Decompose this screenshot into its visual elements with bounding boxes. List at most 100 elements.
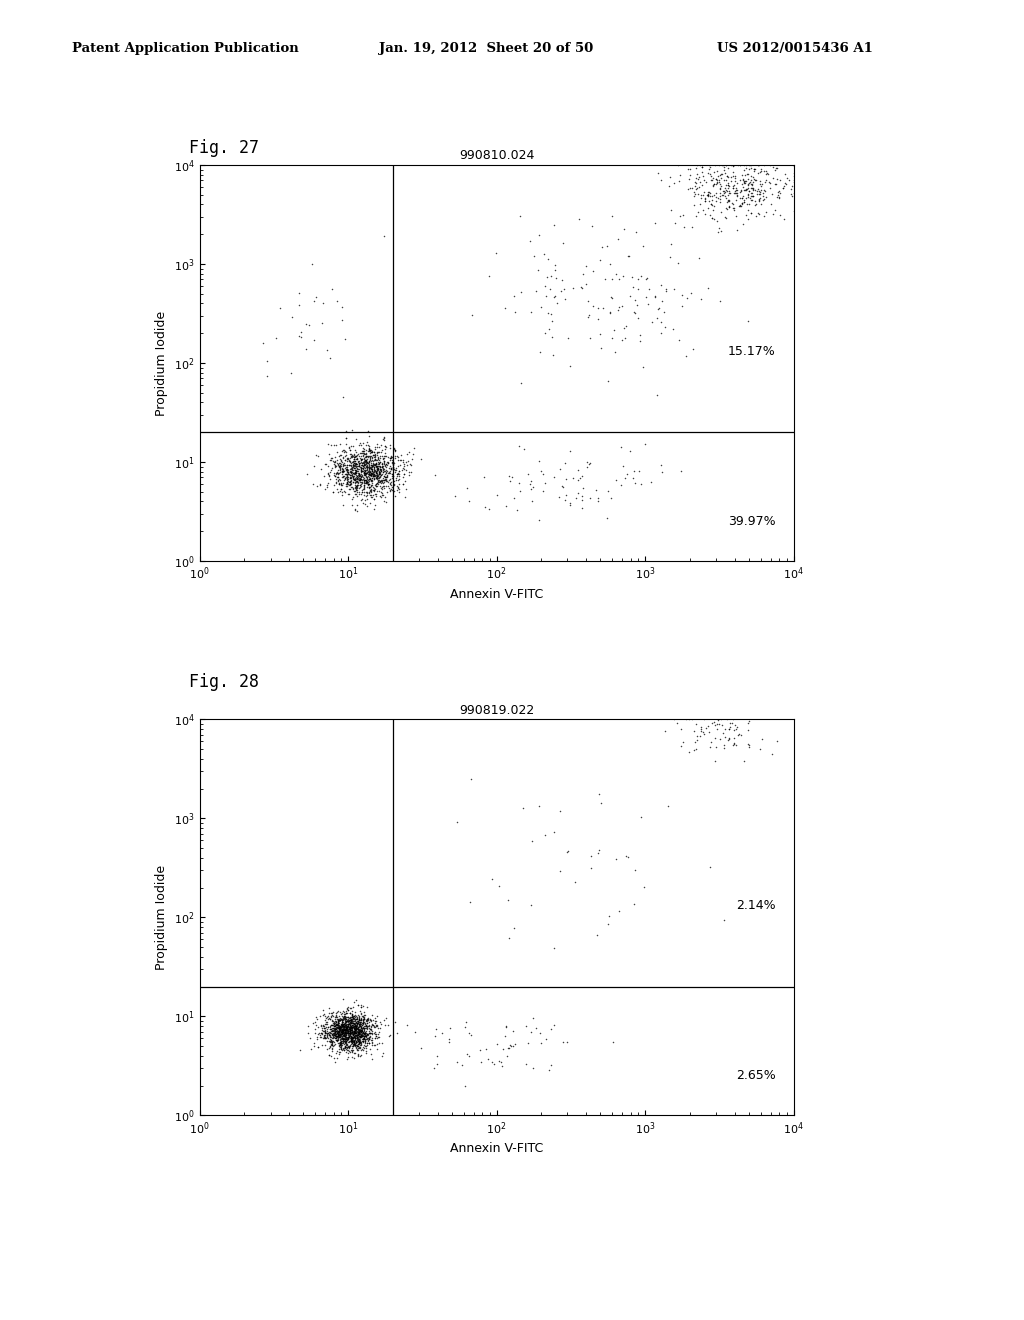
Point	[336, 1039, 352, 1060]
Point	[317, 1026, 334, 1047]
Point	[335, 1028, 351, 1049]
Point	[370, 1023, 386, 1044]
Point	[347, 1016, 364, 1038]
Point	[336, 1020, 352, 1041]
Point	[354, 1019, 371, 1040]
Point	[367, 459, 383, 480]
Point	[344, 1032, 360, 1053]
Point	[370, 447, 386, 469]
Point	[362, 445, 379, 466]
Point	[350, 1028, 367, 1049]
Point	[398, 444, 415, 465]
Point	[659, 795, 676, 816]
Point	[700, 715, 717, 737]
Point	[343, 1016, 359, 1038]
Point	[350, 1010, 367, 1031]
Point	[364, 480, 380, 502]
Point	[321, 1016, 337, 1038]
Point	[364, 461, 380, 482]
Point	[352, 1032, 369, 1053]
Point	[721, 182, 737, 203]
Point	[345, 487, 361, 508]
Point	[337, 1026, 353, 1047]
Point	[391, 482, 408, 503]
Point	[357, 1020, 374, 1041]
Point	[372, 1018, 388, 1039]
Point	[293, 322, 309, 343]
Point	[739, 199, 756, 220]
Point	[342, 1002, 358, 1023]
Point	[351, 1018, 368, 1039]
Point	[346, 471, 362, 492]
Point	[733, 187, 750, 209]
Point	[702, 165, 719, 186]
Point	[346, 1018, 362, 1039]
Point	[343, 1011, 359, 1032]
Point	[308, 1008, 325, 1030]
Point	[360, 1024, 377, 1045]
Point	[339, 461, 355, 482]
Point	[348, 479, 365, 500]
Point	[350, 1024, 367, 1045]
Point	[333, 1014, 349, 1035]
Point	[328, 1016, 344, 1038]
Point	[353, 466, 370, 487]
Point	[367, 479, 383, 500]
Point	[336, 1014, 352, 1035]
Point	[340, 484, 356, 506]
Point	[351, 1014, 368, 1035]
Point	[742, 173, 759, 194]
Point	[389, 462, 406, 483]
Point	[732, 195, 749, 216]
Point	[714, 183, 730, 205]
Point	[284, 306, 300, 327]
Point	[349, 467, 366, 488]
Point	[322, 1028, 338, 1049]
Point	[359, 451, 376, 473]
Point	[327, 1015, 343, 1036]
Point	[666, 279, 682, 300]
Point	[626, 894, 642, 915]
Point	[335, 1031, 351, 1052]
Point	[344, 1015, 360, 1036]
Point	[327, 1012, 343, 1034]
Point	[339, 471, 355, 492]
Point	[382, 1024, 398, 1045]
Point	[370, 465, 386, 486]
Point	[343, 1023, 359, 1044]
Point	[360, 474, 377, 495]
Point	[306, 1032, 323, 1053]
Point	[385, 451, 401, 473]
Point	[343, 469, 359, 490]
Point	[393, 449, 410, 470]
Point	[329, 1014, 345, 1035]
Point	[366, 479, 382, 500]
Point	[344, 465, 360, 486]
Point	[695, 199, 712, 220]
Point	[366, 466, 382, 487]
Point	[362, 470, 379, 491]
Point	[330, 1014, 346, 1035]
Point	[358, 1035, 375, 1056]
Point	[604, 327, 621, 348]
Point	[345, 463, 361, 484]
Point	[329, 1020, 345, 1041]
Point	[336, 1028, 352, 1049]
Point	[740, 158, 757, 180]
Point	[337, 458, 353, 479]
Point	[339, 1011, 355, 1032]
Point	[318, 1026, 335, 1047]
Point	[358, 451, 375, 473]
Point	[705, 168, 721, 189]
Point	[364, 440, 380, 461]
Point	[312, 1014, 329, 1035]
Point	[353, 1016, 370, 1038]
Point	[328, 1014, 344, 1035]
Point	[358, 453, 375, 474]
Text: 2.14%: 2.14%	[736, 899, 776, 912]
Point	[353, 994, 370, 1015]
Point	[329, 1023, 345, 1044]
Point	[703, 186, 720, 207]
Point	[348, 471, 365, 492]
Text: 15.17%: 15.17%	[728, 345, 776, 358]
